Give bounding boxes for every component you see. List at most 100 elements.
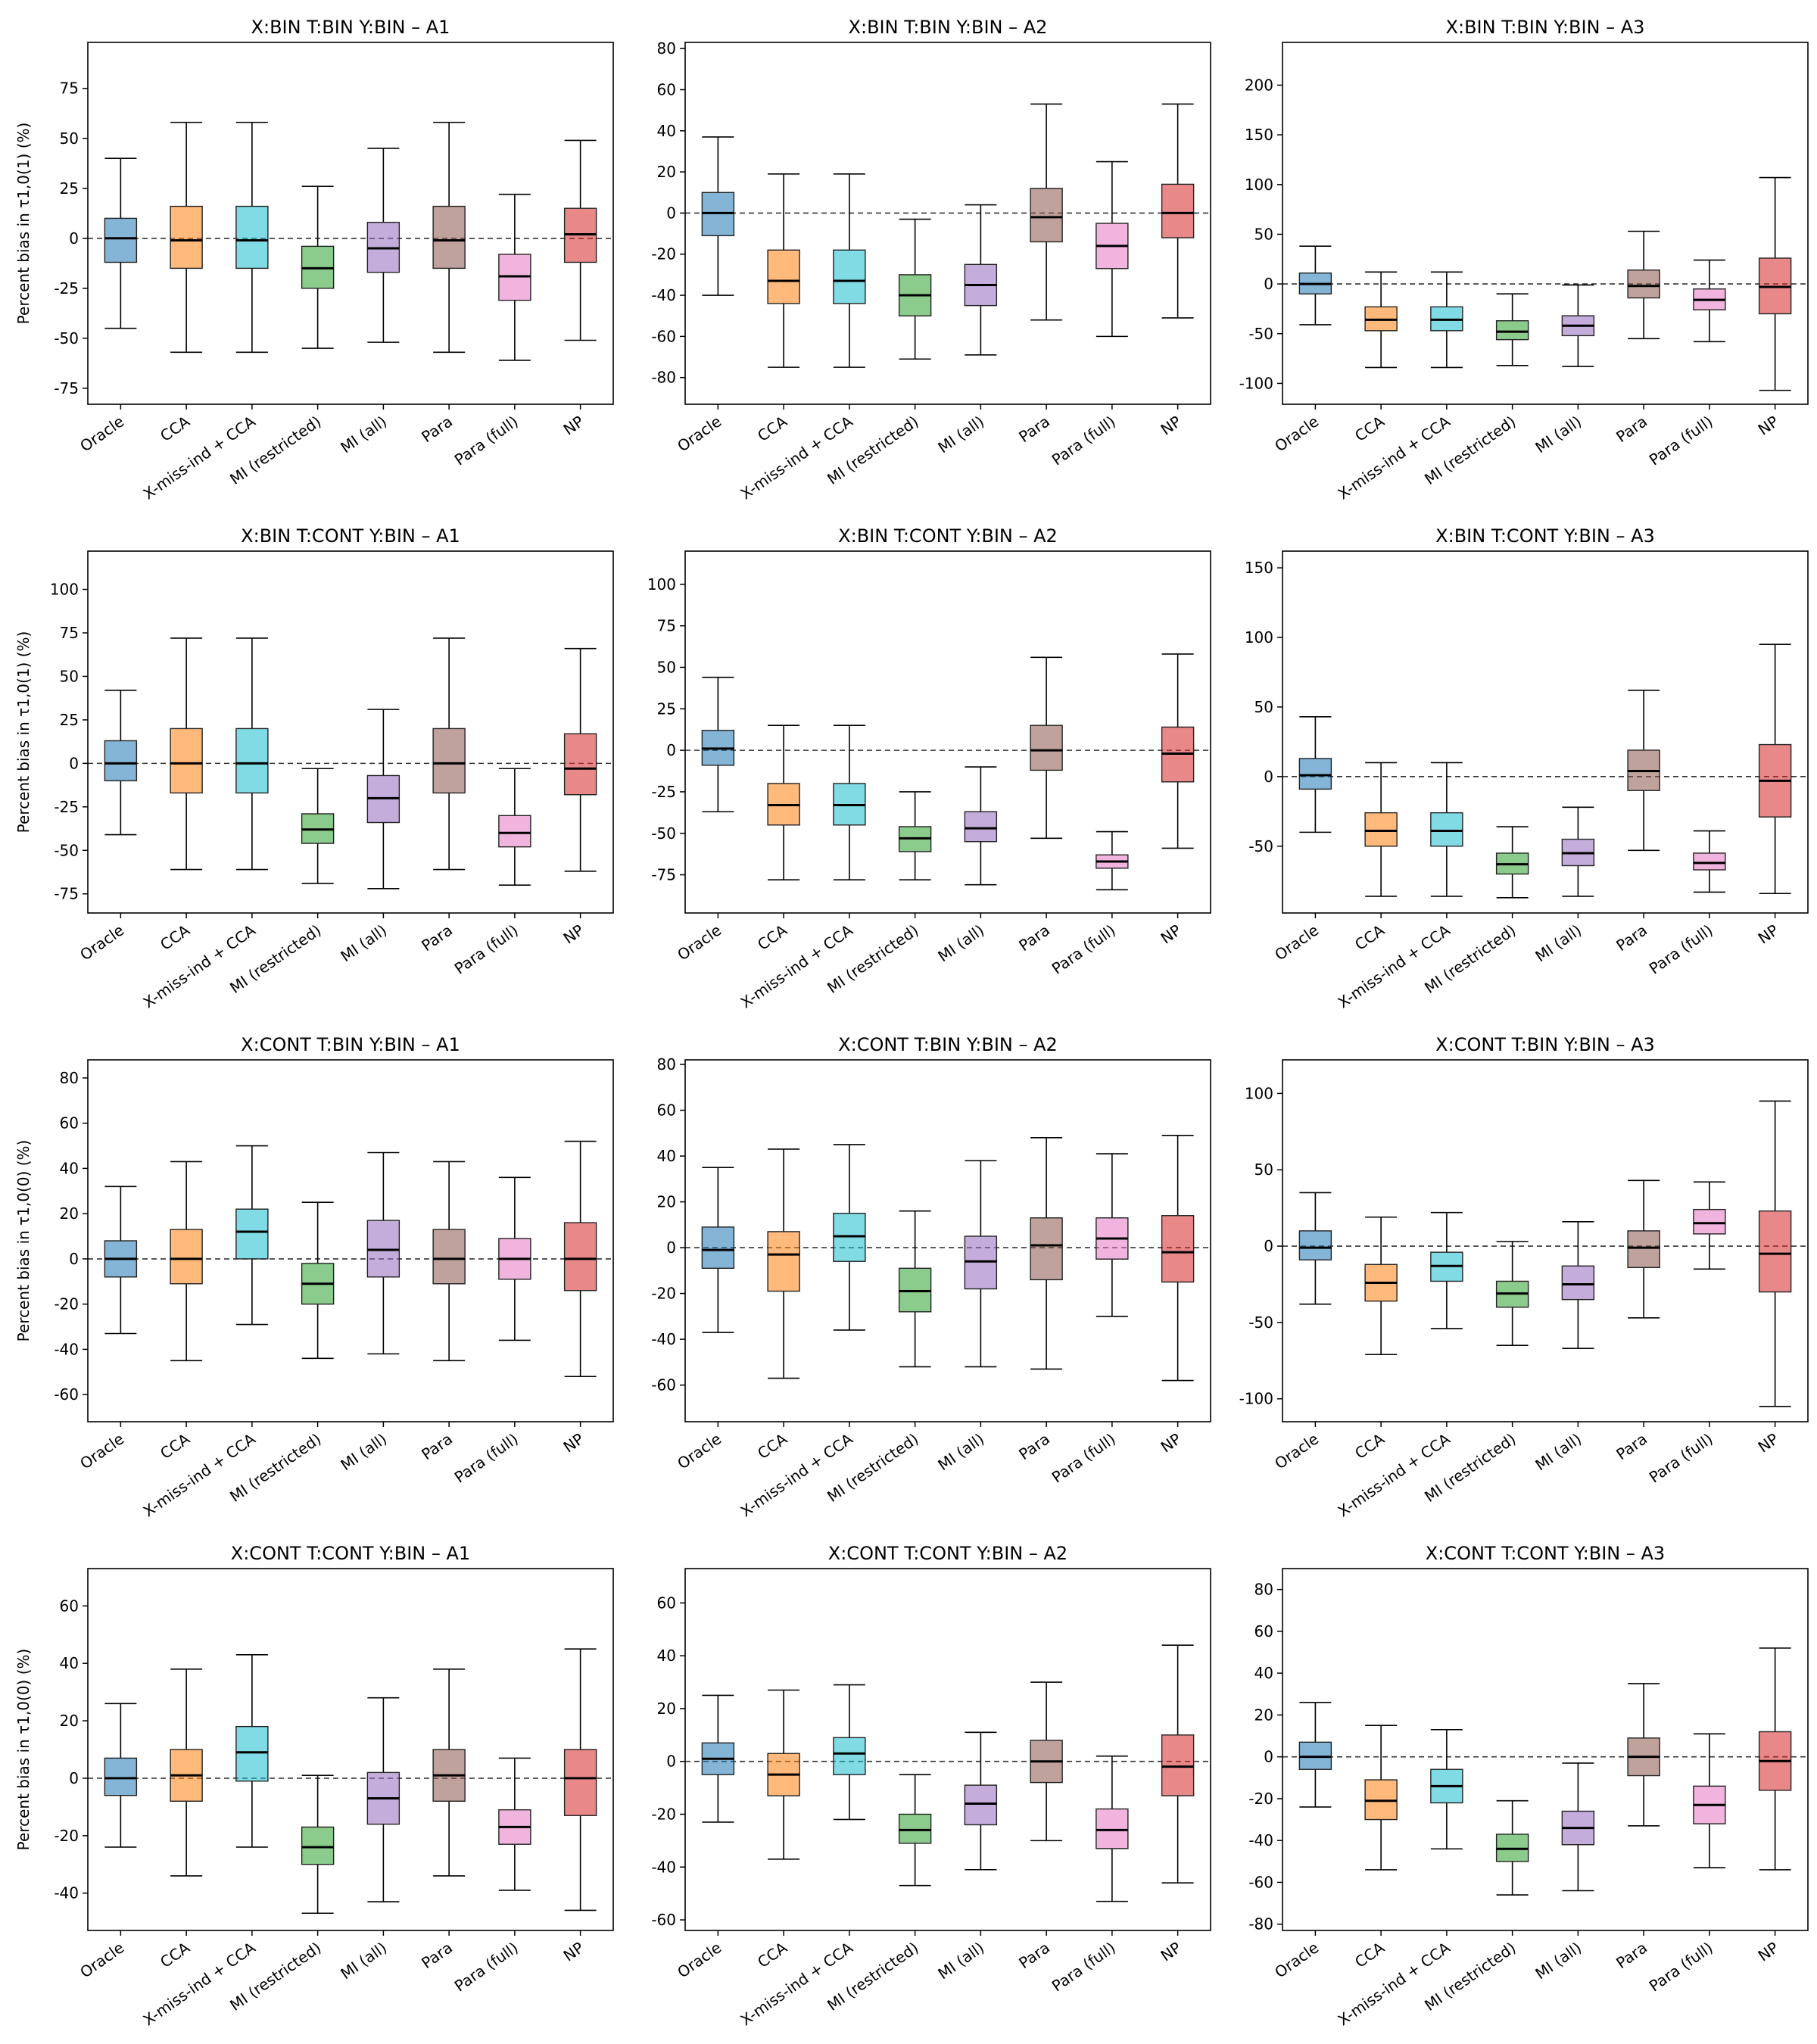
x-tick-label: NP: [1755, 921, 1782, 947]
box-iqr: [1161, 1734, 1195, 1796]
y-tick-label: 50: [60, 667, 79, 685]
y-tick-label: 50: [1254, 1161, 1273, 1179]
panel-2: X:BIN T:BIN Y:BIN – A2 -80 -60 -40 -20 0 20 40 6…: [651, 17, 1211, 503]
y-tick-label: 0: [1264, 768, 1273, 786]
x-tick-label: NP: [560, 412, 587, 438]
box-iqr: [898, 1267, 932, 1313]
box-mi-restricted: [1495, 826, 1529, 899]
y-tick-label: 100: [50, 581, 79, 599]
y-tick-label: -75: [54, 379, 79, 397]
x-tick-label: Oracle: [1271, 1938, 1322, 1981]
x-tick-label: Para: [1015, 921, 1053, 955]
x-tick-label: Oracle: [76, 921, 127, 964]
x-tick-label: CCA: [754, 412, 790, 445]
y-tick-label: 25: [657, 700, 676, 718]
box-oracle: [104, 1186, 138, 1335]
x-tick-label: Oracle: [674, 921, 725, 964]
box-para-full: [498, 193, 531, 361]
y-tick-label: 0: [666, 204, 676, 222]
box-oracle: [701, 1694, 735, 1823]
panel-3: X:BIN T:BIN Y:BIN – A3 -100 -50 0 50 100 150 20…: [1239, 17, 1809, 503]
panel-title: X:CONT T:BIN Y:BIN – A3: [1435, 1034, 1655, 1055]
y-tick-label: 75: [657, 617, 676, 635]
x-tick-label: Para (full): [451, 921, 522, 977]
panel-title: X:CONT T:BIN Y:BIN – A1: [241, 1034, 460, 1055]
x-tick-label: CCA: [754, 921, 790, 954]
x-tick-label: CCA: [1351, 921, 1388, 954]
box-iqr: [1561, 1265, 1595, 1301]
y-tick-label: 0: [666, 1239, 676, 1257]
panel-title: X:CONT T:CONT Y:BIN – A1: [231, 1543, 470, 1564]
plot-frame: [87, 1568, 614, 1931]
box-x-miss-ind-cca: [1430, 762, 1463, 897]
box-mi-all: [1561, 1220, 1595, 1349]
box-cca: [1364, 1216, 1398, 1356]
x-tick-label: NP: [1158, 1938, 1185, 1965]
y-tick-label: -60: [1248, 1873, 1273, 1891]
y-tick-label: -80: [1248, 1915, 1273, 1933]
y-axis-label: Percent bias in τ1,0(0) (%): [14, 1649, 33, 1851]
panel-1: X:BIN T:BIN Y:BIN – A1 Percent bias in τ1…: [14, 17, 614, 503]
panel-title: X:CONT T:BIN Y:BIN – A2: [838, 1034, 1058, 1055]
box-x-miss-ind-cca: [833, 1144, 866, 1331]
y-tick-label: 25: [60, 711, 79, 729]
box-para-full: [1693, 1181, 1726, 1270]
y-tick-label: -100: [1239, 374, 1273, 392]
box-np: [1161, 653, 1195, 849]
plot-frame: [684, 1059, 1211, 1422]
box-mi-restricted: [1495, 293, 1529, 366]
box-mi-all: [964, 204, 998, 356]
y-tick-label: 25: [60, 179, 79, 198]
box-iqr: [235, 1725, 269, 1782]
y-tick-label: 50: [657, 658, 676, 676]
box-oracle: [104, 690, 138, 836]
box-mi-all: [366, 1151, 400, 1355]
box-np: [1758, 1100, 1792, 1407]
plot-frame: [87, 42, 614, 405]
y-tick-label: -60: [651, 327, 676, 345]
box-iqr: [563, 1749, 597, 1816]
box-cca: [170, 637, 203, 871]
x-tick-label: MI (all): [1532, 1938, 1585, 1983]
x-tick-label: X-miss-ind + CCA: [737, 1938, 856, 2029]
box-para: [1030, 1681, 1063, 1842]
x-tick-label: Para: [418, 412, 456, 446]
panel-title: X:BIN T:CONT Y:BIN – A1: [241, 525, 460, 547]
x-tick-label: Para (full): [1646, 1938, 1716, 1995]
box-cca: [1364, 762, 1398, 897]
x-tick-label: MI (all): [337, 921, 390, 965]
plot-frame: [1282, 550, 1809, 914]
x-tick-label: Para (full): [451, 1938, 522, 1995]
box-para: [1030, 103, 1063, 321]
box-iqr: [1627, 270, 1660, 299]
x-tick-label: Para: [1613, 1938, 1650, 1972]
y-tick-label: -60: [651, 1911, 676, 1929]
box-cca: [767, 1148, 800, 1379]
box-iqr: [1095, 1808, 1129, 1849]
x-tick-label: MI (all): [337, 1429, 390, 1474]
y-tick-label: 200: [1245, 76, 1273, 94]
box-para: [1030, 1137, 1063, 1370]
y-tick-label: -25: [54, 798, 79, 816]
x-tick-label: NP: [1158, 921, 1185, 947]
box-para: [432, 1668, 466, 1877]
x-tick-label: NP: [1158, 412, 1185, 438]
panel-title: X:BIN T:BIN Y:BIN – A1: [251, 17, 450, 38]
box-cca: [1364, 1725, 1398, 1871]
box-para: [1627, 1683, 1660, 1827]
y-tick-label: 20: [60, 1204, 79, 1223]
box-iqr: [170, 728, 203, 794]
panel-title: X:BIN T:BIN Y:BIN – A2: [849, 17, 1048, 38]
panel-title: X:BIN T:BIN Y:BIN – A3: [1446, 17, 1645, 38]
y-tick-label: 40: [657, 1647, 676, 1665]
y-tick-label: 20: [60, 1712, 79, 1730]
x-tick-label: Para: [1613, 412, 1650, 446]
plot-frame: [1282, 42, 1809, 405]
x-tick-label: Oracle: [76, 1429, 127, 1472]
x-tick-label: X-miss-ind + CCA: [1335, 1429, 1454, 1520]
x-tick-label: Oracle: [674, 1429, 725, 1472]
y-tick-label: -60: [54, 1385, 79, 1404]
box-iqr: [767, 249, 800, 304]
box-oracle: [701, 676, 735, 813]
y-tick-label: 100: [1245, 1084, 1273, 1102]
